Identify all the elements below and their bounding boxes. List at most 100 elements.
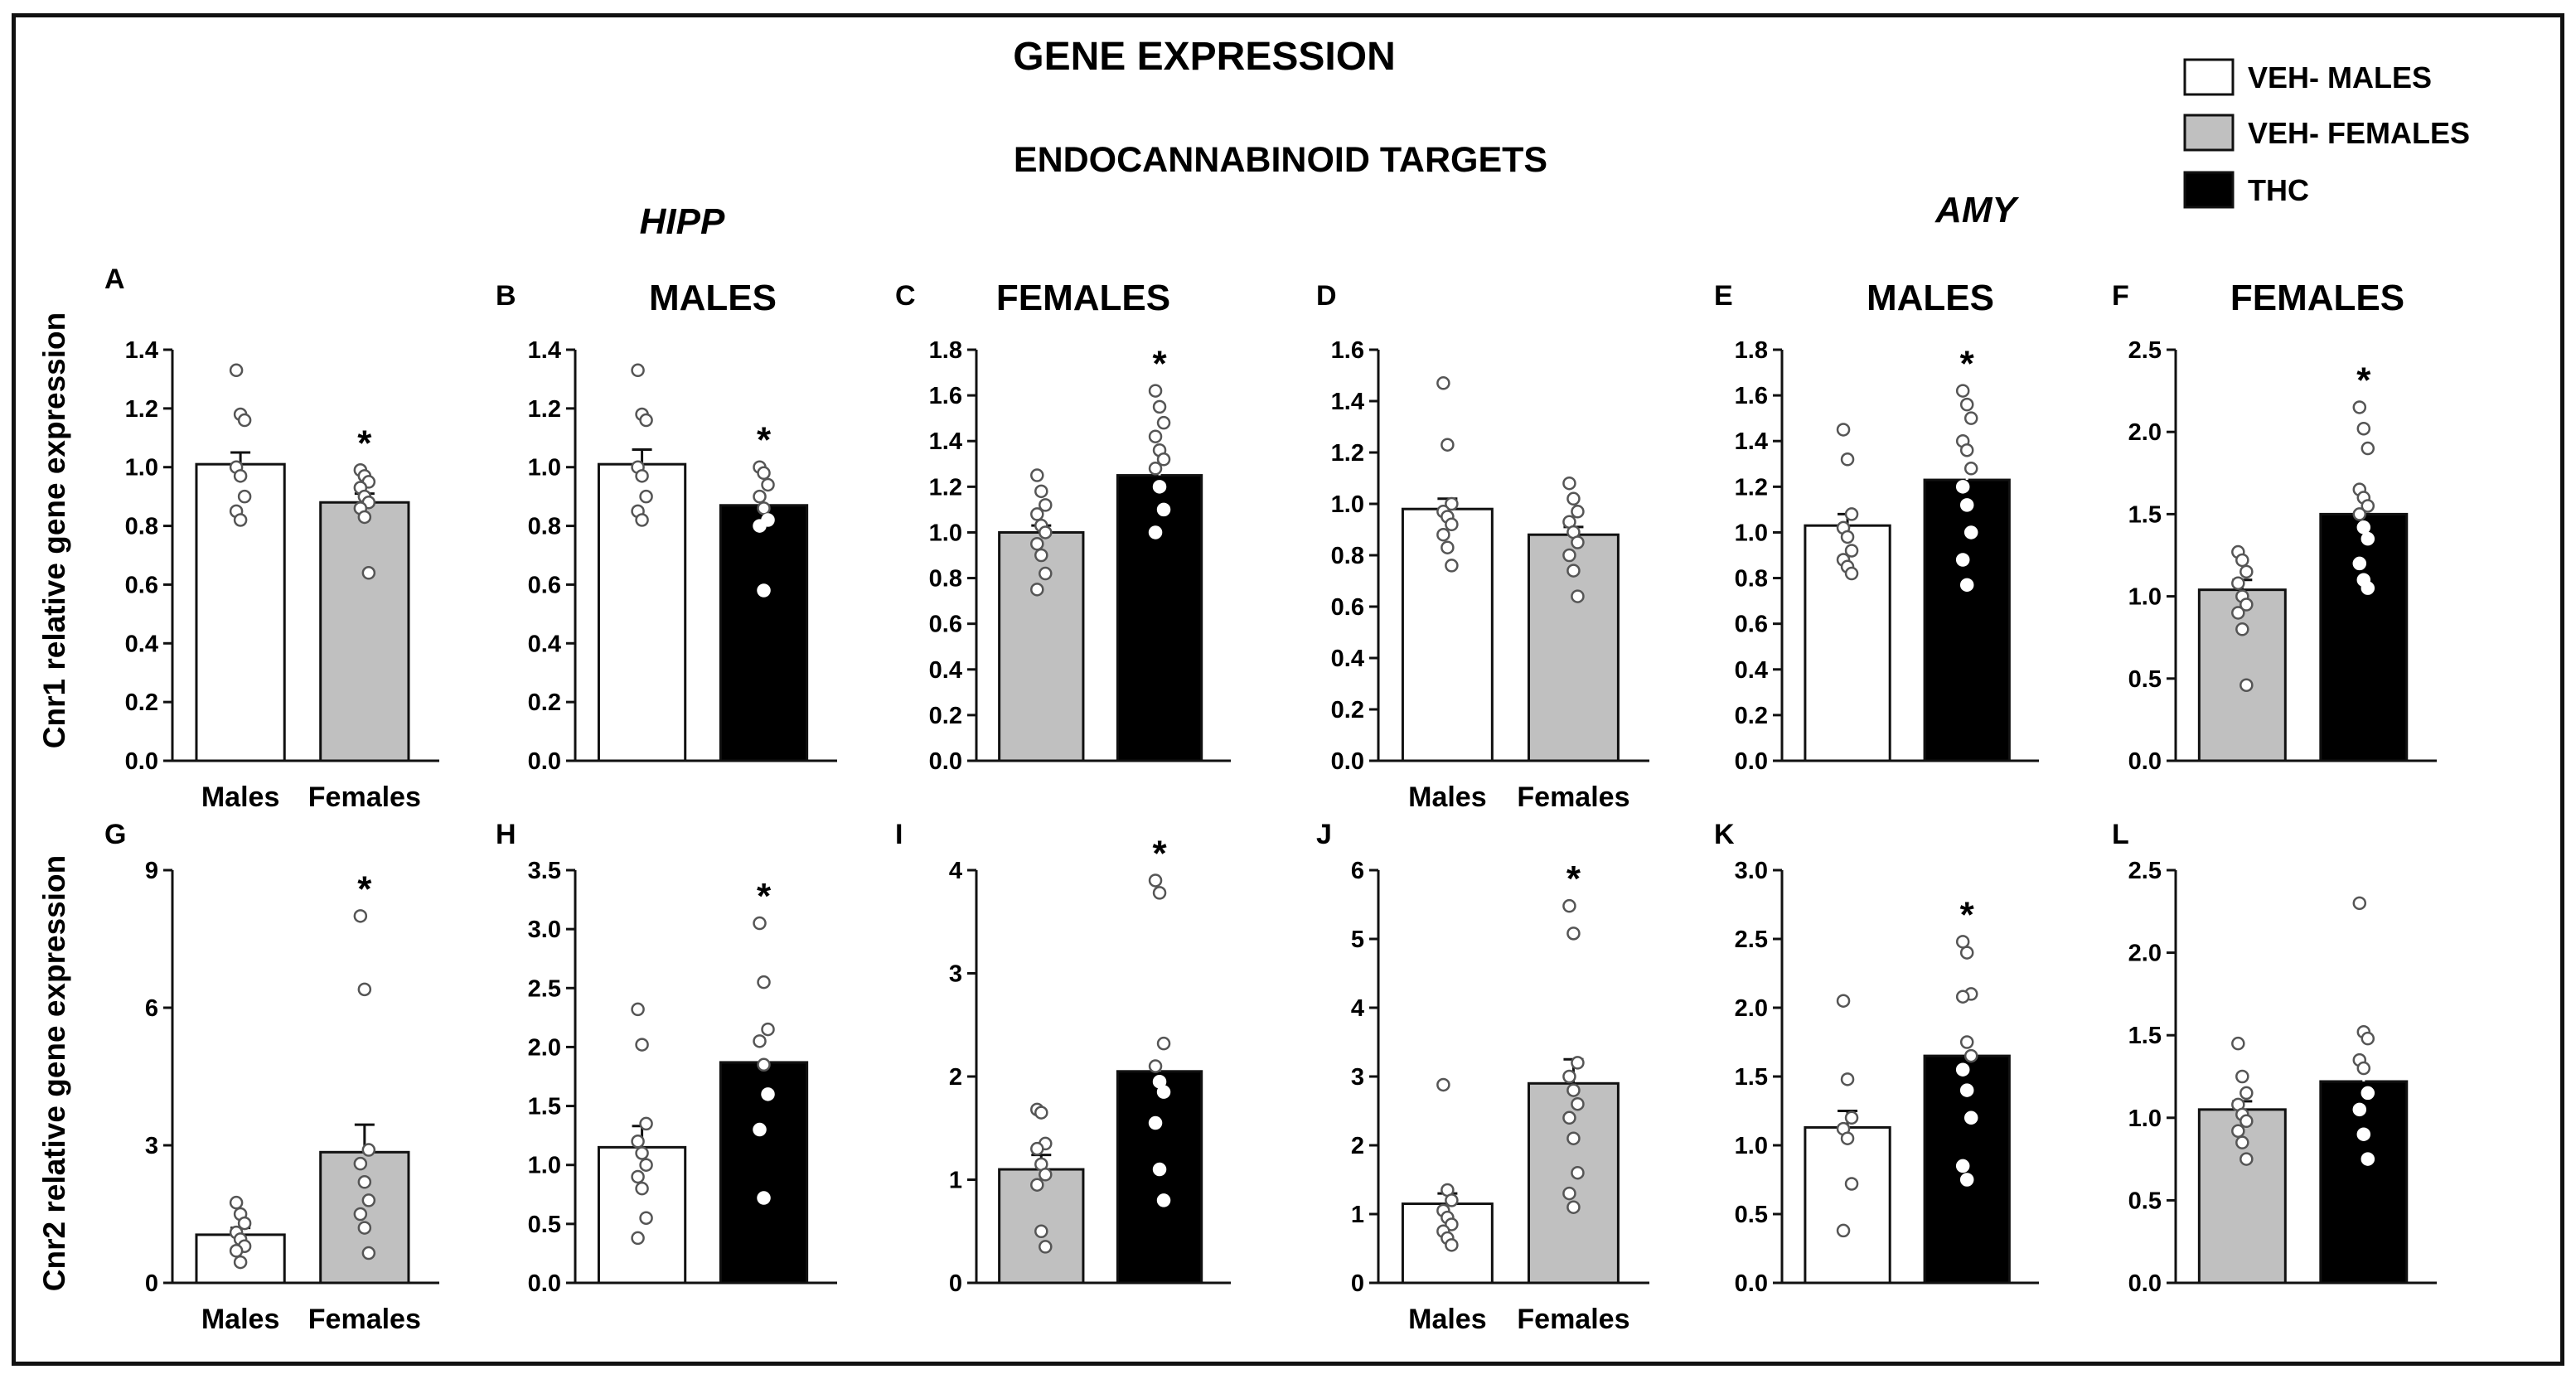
y-tick-label: 1.2 — [1331, 440, 1364, 467]
y-tick-label: 0.0 — [125, 748, 158, 775]
panel-g: G 0 3 6 9 Males * Females — [104, 819, 439, 1335]
panel-k: K 0.0 0.5 1.0 1.5 2.0 2.5 3.0 * — [1714, 819, 2039, 1297]
data-point — [2356, 1061, 2371, 1076]
panel-i: I 0 1 2 3 4 * — [895, 819, 1231, 1297]
y-tick-label: 1.0 — [2128, 584, 2162, 611]
y-tick-label: 1.0 — [929, 520, 962, 546]
panel-b: B MALES 0.0 0.2 0.4 0.6 0.8 1.0 1.2 1.4 * — [496, 278, 837, 775]
data-point — [2356, 421, 2371, 436]
data-point — [2239, 598, 2254, 612]
data-point — [229, 1195, 244, 1210]
data-point — [2352, 1102, 2367, 1117]
data-point — [1840, 1072, 1855, 1086]
y-tick-label: 0.0 — [2128, 1270, 2162, 1297]
data-point — [1152, 886, 1167, 900]
panel-header: FEMALES — [2230, 278, 2404, 318]
significance-star: * — [1960, 894, 1975, 935]
data-point — [1030, 1141, 1044, 1156]
y-tick-label: 3 — [145, 1133, 158, 1159]
data-point — [1959, 1083, 1974, 1097]
panel-e: E MALES 0.0 0.2 0.4 0.6 0.8 1.0 1.2 1.4 1.6 1.8 * — [1714, 278, 2039, 775]
panel-letter: F — [2112, 280, 2129, 312]
y-tick-label: 0.6 — [929, 612, 962, 638]
data-point — [1156, 1193, 1171, 1207]
data-point — [1955, 1159, 1970, 1173]
data-point — [1034, 548, 1048, 563]
data-point — [1963, 1110, 1978, 1125]
data-point — [1030, 468, 1044, 482]
data-point — [1844, 566, 1859, 581]
row-label-cnr2: Cnr2 relative gene expression — [37, 855, 71, 1291]
data-point — [1445, 1193, 1459, 1207]
data-point — [1955, 989, 1970, 1004]
y-tick-label: 1.4 — [1735, 428, 1768, 455]
y-tick-label: 2 — [1351, 1133, 1364, 1159]
data-point — [1034, 1106, 1048, 1120]
panel-letter: E — [1714, 280, 1733, 312]
data-point — [237, 413, 252, 428]
data-point — [761, 477, 775, 492]
data-point — [639, 413, 653, 428]
category-label: Males — [201, 781, 280, 813]
panel-letter: L — [2112, 819, 2129, 850]
data-point — [1959, 946, 1974, 960]
panel-letter: G — [104, 819, 126, 850]
data-point — [2352, 896, 2367, 911]
data-point — [1955, 935, 1970, 949]
data-point — [631, 1231, 645, 1246]
data-point — [1152, 480, 1167, 494]
y-tick-label: 2.0 — [528, 1034, 561, 1061]
data-point — [1156, 1036, 1171, 1051]
data-point — [2239, 564, 2254, 579]
panel-letter: C — [895, 280, 916, 312]
y-tick-label: 0 — [145, 1270, 158, 1297]
data-point — [1566, 927, 1581, 941]
data-point — [1959, 443, 1974, 457]
y-tick-label: 1.2 — [528, 396, 561, 423]
y-tick-label: 0.5 — [1735, 1202, 1768, 1228]
bar-thc — [719, 504, 809, 762]
data-point — [1955, 384, 1970, 398]
data-point — [229, 1244, 244, 1258]
data-point — [1562, 1110, 1576, 1125]
panel-letter: B — [496, 280, 516, 312]
y-tick-label: 1.0 — [1735, 1133, 1768, 1159]
y-tick-label: 3.5 — [528, 858, 561, 884]
significance-star: * — [1152, 344, 1167, 385]
data-point — [1030, 1178, 1044, 1192]
data-point — [753, 519, 767, 533]
data-point — [1963, 1048, 1978, 1063]
data-point — [1562, 1186, 1576, 1201]
y-tick-label: 0.4 — [528, 631, 561, 657]
panel-d: D 0.0 0.2 0.4 0.6 0.8 1.0 1.2 1.4 1.6 Males Females — [1316, 280, 1649, 813]
data-point — [1148, 429, 1163, 443]
figure-title: GENE EXPRESSION — [1013, 35, 1395, 79]
data-point — [1571, 1096, 1585, 1111]
data-point — [1955, 1062, 1970, 1077]
data-point — [1840, 1131, 1855, 1145]
bar-thc — [1923, 478, 2011, 762]
category-label: Females — [1517, 1304, 1629, 1335]
y-tick-label: 1.2 — [125, 396, 158, 423]
y-tick-label: 1.5 — [2128, 1023, 2162, 1049]
data-point — [753, 1122, 767, 1137]
region-label-amy: AMY — [1934, 190, 2019, 230]
data-point — [357, 1221, 372, 1235]
data-point — [1445, 559, 1459, 573]
data-point — [2235, 1135, 2249, 1149]
data-point — [2235, 1069, 2249, 1084]
data-point — [2231, 606, 2245, 620]
significance-star: * — [757, 876, 772, 917]
y-tick-label: 0.2 — [528, 690, 561, 716]
data-point — [1156, 1085, 1171, 1099]
significance-star: * — [1152, 833, 1167, 873]
data-point — [361, 1193, 376, 1207]
bar-thc — [2319, 1080, 2409, 1285]
data-point — [1152, 1162, 1167, 1177]
y-tick-label: 1.0 — [528, 455, 561, 481]
data-point — [1156, 452, 1171, 467]
data-point — [1034, 484, 1048, 499]
data-point — [2361, 499, 2375, 513]
data-point — [361, 566, 376, 580]
y-tick-label: 1.5 — [2128, 501, 2162, 528]
